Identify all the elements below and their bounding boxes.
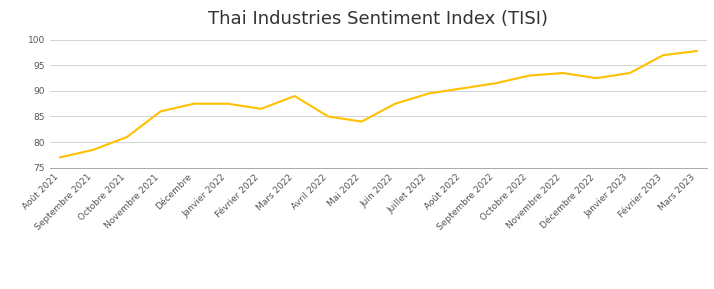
Title: Thai Industries Sentiment Index (TISI): Thai Industries Sentiment Index (TISI) — [208, 10, 548, 27]
